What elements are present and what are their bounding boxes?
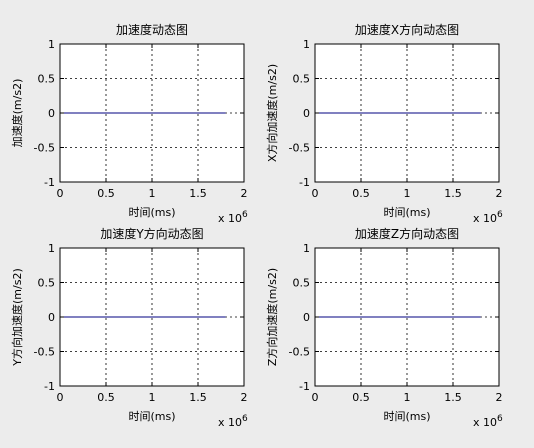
subplot-2-ticks: 0 0.5 1 1.5 2 -1 -0.5 0 0.5 1 — [289, 38, 503, 200]
subplot-1-x-exponent-power: 6 — [242, 210, 248, 220]
subplot-1-ylabel: 加速度(m/s2) — [10, 79, 24, 148]
x-tick-label: 1.5 — [444, 187, 462, 200]
x-tick-label: 0 — [312, 391, 319, 404]
y-tick-label: 0.5 — [293, 277, 311, 290]
subplot-4-xlabel: 时间(ms) — [383, 410, 430, 423]
y-tick-label: 0 — [303, 107, 310, 120]
x-tick-label: 0 — [57, 391, 64, 404]
subplot-3-x-exponent: x 106 — [218, 414, 248, 429]
y-tick-label: 1 — [303, 38, 310, 51]
y-tick-label: 0.5 — [293, 73, 311, 86]
subplot-1: 加速度动态图 0 0.5 1 1.5 2 -1 -0.5 0 0.5 1 时间(ms) 加速度(m… — [10, 22, 248, 225]
subplot-4-x-exponent-power: 6 — [497, 414, 503, 424]
subplot-4: 加速度Z方向动态图 0 0.5 1 1.5 2 -1 -0.5 0 0.5 1 时间(ms) Z方… — [265, 226, 503, 429]
x-tick-label: 0.5 — [352, 187, 370, 200]
x-tick-label: 1.5 — [189, 187, 207, 200]
y-tick-label: 0.5 — [38, 277, 56, 290]
subplot-1-x-exponent: x 106 — [218, 210, 248, 225]
subplot-3-xlabel: 时间(ms) — [128, 410, 175, 423]
subplot-1-xlabel: 时间(ms) — [128, 206, 175, 219]
subplot-1-title: 加速度动态图 — [116, 22, 188, 37]
x-tick-label: 1 — [149, 187, 156, 200]
subplot-3-x-exponent-power: 6 — [242, 414, 248, 424]
subplot-4-x-exponent: x 106 — [473, 414, 503, 429]
subplot-4-x-exponent-base: x 10 — [473, 416, 497, 429]
subplot-2-x-exponent-power: 6 — [497, 210, 503, 220]
y-tick-label: -0.5 — [34, 346, 55, 359]
y-tick-label: 0 — [48, 311, 55, 324]
subplot-3: 加速度Y方向动态图 0 0.5 1 1.5 2 -1 -0.5 0 0.5 1 时间(ms) Y方… — [10, 226, 248, 429]
y-tick-label: 1 — [303, 242, 310, 255]
subplot-2-title: 加速度X方向动态图 — [355, 22, 459, 37]
x-tick-label: 1 — [404, 391, 411, 404]
x-tick-label: 2 — [496, 391, 503, 404]
y-tick-label: -0.5 — [34, 142, 55, 155]
subplot-4-ylabel: Z方向加速度(m/s2) — [265, 268, 279, 366]
x-tick-label: 2 — [241, 187, 248, 200]
y-tick-label: 1 — [48, 242, 55, 255]
y-tick-label: -0.5 — [289, 142, 310, 155]
y-tick-label: 0.5 — [38, 73, 56, 86]
y-tick-label: -1 — [44, 176, 55, 189]
y-tick-label: -1 — [299, 176, 310, 189]
subplot-2: 加速度X方向动态图 0 0.5 1 1.5 2 -1 -0.5 0 0.5 1 时间(ms) X方… — [265, 22, 503, 225]
y-tick-label: -0.5 — [289, 346, 310, 359]
x-tick-label: 1 — [149, 391, 156, 404]
y-tick-label: 1 — [48, 38, 55, 51]
x-tick-label: 0.5 — [97, 187, 115, 200]
y-tick-label: 0 — [48, 107, 55, 120]
subplot-2-xlabel: 时间(ms) — [383, 206, 430, 219]
x-tick-label: 0 — [312, 187, 319, 200]
subplot-1-ticks: 0 0.5 1 1.5 2 -1 -0.5 0 0.5 1 — [34, 38, 248, 200]
subplot-2-x-exponent: x 106 — [473, 210, 503, 225]
x-tick-label: 1.5 — [444, 391, 462, 404]
x-tick-label: 1 — [404, 187, 411, 200]
x-tick-label: 1.5 — [189, 391, 207, 404]
y-tick-label: 0 — [303, 311, 310, 324]
subplot-3-ticks: 0 0.5 1 1.5 2 -1 -0.5 0 0.5 1 — [34, 242, 248, 404]
y-tick-label: -1 — [44, 380, 55, 393]
subplot-4-ticks: 0 0.5 1 1.5 2 -1 -0.5 0 0.5 1 — [289, 242, 503, 404]
subplot-2-x-exponent-base: x 10 — [473, 212, 497, 225]
subplot-4-title: 加速度Z方向动态图 — [355, 226, 459, 241]
y-tick-label: -1 — [299, 380, 310, 393]
subplot-2-ylabel: X方向加速度(m/s2) — [265, 64, 279, 162]
x-tick-label: 0.5 — [352, 391, 370, 404]
x-tick-label: 2 — [496, 187, 503, 200]
subplot-3-title: 加速度Y方向动态图 — [100, 226, 203, 241]
x-tick-label: 0 — [57, 187, 64, 200]
x-tick-label: 2 — [241, 391, 248, 404]
subplot-3-x-exponent-base: x 10 — [218, 416, 242, 429]
subplot-3-ylabel: Y方向加速度(m/s2) — [10, 268, 24, 366]
x-tick-label: 0.5 — [97, 391, 115, 404]
subplot-1-x-exponent-base: x 10 — [218, 212, 242, 225]
